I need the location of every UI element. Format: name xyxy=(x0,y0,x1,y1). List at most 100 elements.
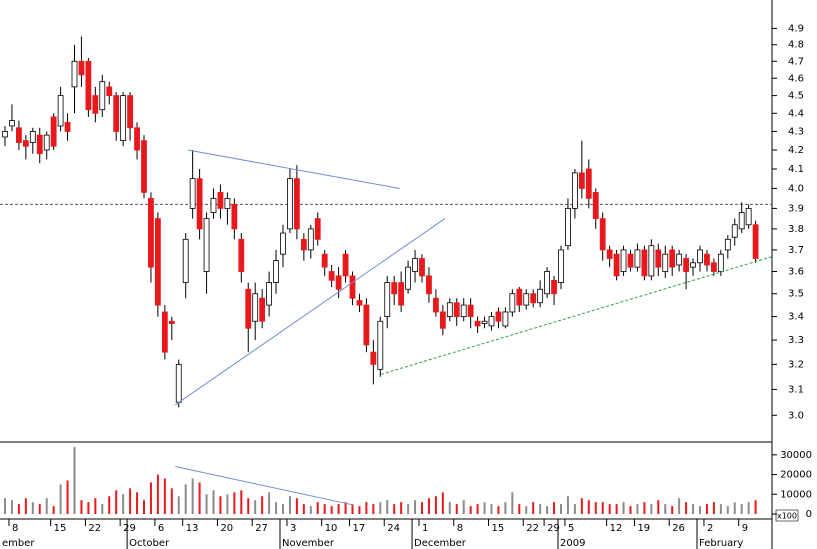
y-tick-label: 4.8 xyxy=(788,40,804,51)
candle-body xyxy=(683,258,689,272)
candle-body xyxy=(168,320,175,324)
candle-body xyxy=(321,253,328,268)
candle-body xyxy=(36,134,43,155)
y-tick-label: 3.9 xyxy=(788,203,804,214)
y-tick-label: 3.4 xyxy=(788,312,804,323)
candle-body xyxy=(189,178,196,209)
x-tick-label: 9 xyxy=(742,523,748,534)
x-tick-label: 19 xyxy=(637,523,650,534)
candle-body xyxy=(113,95,120,132)
candle-body xyxy=(648,245,655,277)
x-tick-label: 26 xyxy=(672,523,685,534)
candle-body xyxy=(245,288,252,329)
x-tick-label: 1 xyxy=(422,523,428,534)
x-tick-label: 20 xyxy=(220,523,233,534)
candle-body xyxy=(182,238,189,283)
unit-box xyxy=(775,509,799,522)
candle-body xyxy=(467,304,474,317)
candle-body xyxy=(384,282,391,317)
candle-body xyxy=(495,311,502,322)
candle-body xyxy=(293,178,300,230)
candle-body xyxy=(509,293,516,313)
candle-body xyxy=(460,304,467,317)
candle-body xyxy=(99,81,106,111)
x-tick-label: 29 xyxy=(123,523,136,534)
candle-body xyxy=(585,168,592,199)
y-tick-label: 4.2 xyxy=(788,145,804,156)
volume-tick-label: 10000 xyxy=(780,489,812,500)
candle-body xyxy=(537,288,544,304)
candle-body xyxy=(439,311,446,329)
candle-body xyxy=(196,178,203,230)
candle-body xyxy=(127,95,133,129)
candle-body xyxy=(419,258,425,277)
y-tick-label: 3.7 xyxy=(788,245,804,256)
candle-body xyxy=(57,95,64,127)
candle-body xyxy=(432,297,439,313)
candle-body xyxy=(551,279,557,295)
candle-body xyxy=(391,282,398,295)
y-tick-label: 3.1 xyxy=(788,384,804,395)
candle-body xyxy=(724,238,731,251)
candle-body xyxy=(627,253,634,268)
candle-body xyxy=(446,302,453,317)
candle-body xyxy=(64,121,71,132)
y-tick-label: 4.0 xyxy=(788,183,804,194)
candle-body xyxy=(398,282,405,306)
candle-body xyxy=(405,266,412,290)
candle-body xyxy=(565,208,571,247)
candle-body xyxy=(655,249,662,268)
candle-body xyxy=(120,95,127,142)
y-tick-label: 3.0 xyxy=(788,410,804,421)
candle-body xyxy=(738,212,745,230)
x-tick-label: 17 xyxy=(353,523,366,534)
candle-body xyxy=(71,60,78,88)
candle-body xyxy=(300,238,307,251)
candle-body xyxy=(592,192,599,219)
candle-body xyxy=(2,131,8,138)
month-label: 2009 xyxy=(560,538,585,549)
candle-body xyxy=(342,253,349,277)
candle-body xyxy=(43,134,50,151)
candle-body xyxy=(252,293,259,322)
candle-body xyxy=(474,320,481,327)
trendline xyxy=(187,149,400,189)
candle-body xyxy=(676,253,683,266)
candle-body xyxy=(558,249,564,283)
x-tick-label: 27 xyxy=(255,523,268,534)
month-label: November xyxy=(282,538,335,549)
month-label: ember xyxy=(2,538,35,549)
candle-body xyxy=(106,86,113,96)
y-tick-label: 3.5 xyxy=(788,289,804,300)
candle-body xyxy=(141,140,147,193)
candle-body xyxy=(502,311,509,327)
x-tick-label: 13 xyxy=(186,523,199,534)
candle-body xyxy=(704,253,710,266)
candle-body xyxy=(370,351,377,365)
candle-body xyxy=(717,253,724,272)
candle-body xyxy=(599,218,606,251)
candle-body xyxy=(154,218,161,306)
candle-body xyxy=(752,224,759,259)
candle-body xyxy=(481,320,488,324)
candle-body xyxy=(50,116,57,147)
candle-body xyxy=(280,232,286,255)
candle-body xyxy=(731,224,738,238)
candle-body xyxy=(307,228,314,251)
x-tick-label: 5 xyxy=(568,523,574,534)
candle-body xyxy=(328,271,335,281)
candle-body xyxy=(22,140,29,147)
volume-unit: x100 xyxy=(777,512,797,521)
candle-body xyxy=(9,120,15,127)
candle-body xyxy=(669,249,676,268)
candle-body xyxy=(377,320,384,370)
y-tick-label: 4.5 xyxy=(788,91,804,102)
x-tick-label: 12 xyxy=(610,523,623,534)
y-tick-label: 4.7 xyxy=(788,56,804,67)
month-label: February xyxy=(699,538,743,549)
candle-body xyxy=(148,197,154,268)
x-tick-label: 10 xyxy=(325,523,338,534)
candle-body xyxy=(29,131,36,143)
candle-body xyxy=(606,249,613,259)
